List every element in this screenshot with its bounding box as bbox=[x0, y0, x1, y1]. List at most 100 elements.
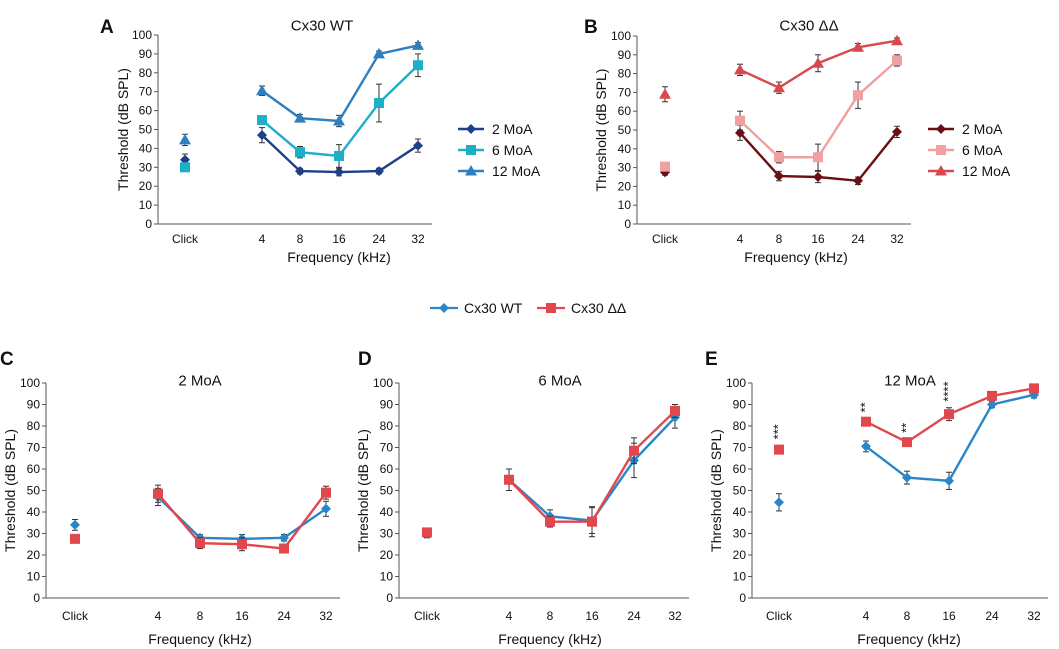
data-point bbox=[237, 539, 247, 550]
y-tick-label: 90 bbox=[618, 48, 632, 62]
data-point bbox=[587, 516, 597, 527]
y-tick-label: 20 bbox=[618, 179, 632, 193]
y-tick-label: 100 bbox=[132, 28, 152, 42]
legend-marker bbox=[935, 165, 947, 176]
series-2 bbox=[180, 53, 423, 173]
data-point bbox=[422, 527, 432, 538]
panel-title: 12 MoA bbox=[884, 372, 936, 389]
data-point bbox=[321, 487, 331, 498]
y-tick-label: 70 bbox=[380, 441, 394, 455]
data-point bbox=[279, 543, 289, 554]
legend-label: 2 MoA bbox=[962, 121, 1003, 137]
y-tick-label: 80 bbox=[380, 419, 394, 433]
series-1 bbox=[70, 487, 331, 544]
data-point bbox=[180, 154, 190, 165]
data-point bbox=[944, 475, 954, 486]
data-point bbox=[813, 152, 823, 163]
legend-marker bbox=[465, 165, 477, 176]
y-tick-label: 70 bbox=[618, 85, 632, 99]
y-tick-label: 60 bbox=[27, 462, 41, 476]
data-point bbox=[412, 39, 424, 50]
x-tick-label: 4 bbox=[259, 232, 266, 246]
x-tick-label: 8 bbox=[197, 609, 204, 623]
series-line bbox=[261, 64, 419, 158]
data-point bbox=[179, 133, 191, 145]
y-tick-label: 100 bbox=[611, 29, 631, 43]
legend-marker bbox=[936, 124, 946, 134]
data-point bbox=[321, 503, 331, 514]
y-tick-label: 100 bbox=[373, 376, 393, 390]
y-tick-label: 60 bbox=[139, 104, 153, 118]
data-point bbox=[294, 112, 306, 123]
series-2 bbox=[774, 383, 1039, 455]
data-point bbox=[153, 488, 163, 499]
data-point bbox=[774, 152, 784, 163]
significance-annotation: ** bbox=[857, 402, 872, 412]
data-point bbox=[853, 175, 863, 186]
x-axis-label: Frequency (kHz) bbox=[498, 631, 601, 647]
data-point bbox=[853, 90, 863, 101]
y-tick-label: 40 bbox=[380, 505, 394, 519]
panel-e: E 12 MoA 0 10 20 30 40 50 60 70 80 90 100 Click 4 8 16 24… bbox=[705, 349, 1048, 647]
legend-item: 6 MoA bbox=[928, 142, 1003, 158]
legend-dd-marker bbox=[546, 303, 556, 313]
y-tick-label: 20 bbox=[27, 548, 41, 562]
x-tick-label: 4 bbox=[863, 609, 870, 623]
y-tick-label: 70 bbox=[27, 441, 41, 455]
data-point bbox=[195, 538, 205, 549]
series-2 bbox=[70, 484, 331, 554]
data-point bbox=[852, 41, 864, 52]
y-tick-label: 0 bbox=[145, 217, 152, 231]
x-tick-label: Click bbox=[62, 609, 89, 623]
data-point bbox=[374, 166, 384, 177]
data-point bbox=[902, 437, 912, 448]
y-axis-label: Threshold (dB SPL) bbox=[708, 429, 724, 552]
x-tick-label: 16 bbox=[332, 232, 346, 246]
y-tick-label: 10 bbox=[733, 570, 747, 584]
panel-title: 6 MoA bbox=[538, 372, 581, 389]
x-axis-label: Frequency (kHz) bbox=[287, 249, 390, 265]
x-tick-label: 4 bbox=[737, 232, 744, 246]
legend-label: 2 MoA bbox=[492, 121, 533, 137]
x-tick-label: 16 bbox=[235, 609, 249, 623]
panel-b: B Cx30 ΔΔ 0 10 20 30 40 50 60 70 80 90 100 Click 4 8 16 2… bbox=[584, 17, 1011, 265]
y-axis-label: Threshold (dB SPL) bbox=[2, 429, 18, 552]
legend-marker bbox=[466, 145, 476, 155]
y-tick-label: 10 bbox=[618, 198, 632, 212]
data-point bbox=[774, 497, 784, 508]
panel-title: Cx30 ΔΔ bbox=[779, 17, 838, 34]
legend-marker bbox=[466, 124, 476, 134]
y-tick-label: 60 bbox=[618, 104, 632, 118]
x-tick-label: 24 bbox=[627, 609, 641, 623]
x-tick-label: 8 bbox=[547, 609, 554, 623]
legend-label: 12 MoA bbox=[962, 163, 1011, 179]
x-tick-label: 24 bbox=[985, 609, 999, 623]
y-tick-label: 70 bbox=[733, 441, 747, 455]
y-axis-label: Threshold (dB SPL) bbox=[355, 429, 371, 552]
y-tick-label: 50 bbox=[139, 123, 153, 137]
y-tick-label: 10 bbox=[139, 198, 153, 212]
x-tick-label: 24 bbox=[851, 232, 865, 246]
legend-label: 6 MoA bbox=[962, 142, 1003, 158]
data-point bbox=[774, 171, 784, 182]
legend-wt-label: Cx30 WT bbox=[464, 300, 523, 316]
x-tick-label: 8 bbox=[297, 232, 304, 246]
series-line bbox=[739, 59, 898, 159]
y-tick-label: 80 bbox=[618, 67, 632, 81]
legend-item: 6 MoA bbox=[458, 142, 533, 158]
data-point bbox=[70, 533, 80, 544]
legend-item: 2 MoA bbox=[928, 121, 1003, 137]
y-tick-label: 100 bbox=[726, 376, 746, 390]
x-tick-label: 32 bbox=[890, 232, 904, 246]
y-tick-label: 40 bbox=[139, 141, 153, 155]
legend-wt-marker bbox=[439, 303, 449, 313]
x-tick-label: 32 bbox=[668, 609, 682, 623]
y-tick-label: 40 bbox=[618, 142, 632, 156]
y-tick-label: 90 bbox=[733, 398, 747, 412]
y-tick-label: 20 bbox=[139, 179, 153, 193]
y-tick-label: 70 bbox=[139, 85, 153, 99]
legend-item: 12 MoA bbox=[458, 163, 541, 179]
data-point bbox=[295, 147, 305, 158]
panel-label: D bbox=[358, 349, 372, 370]
data-point bbox=[987, 399, 997, 410]
